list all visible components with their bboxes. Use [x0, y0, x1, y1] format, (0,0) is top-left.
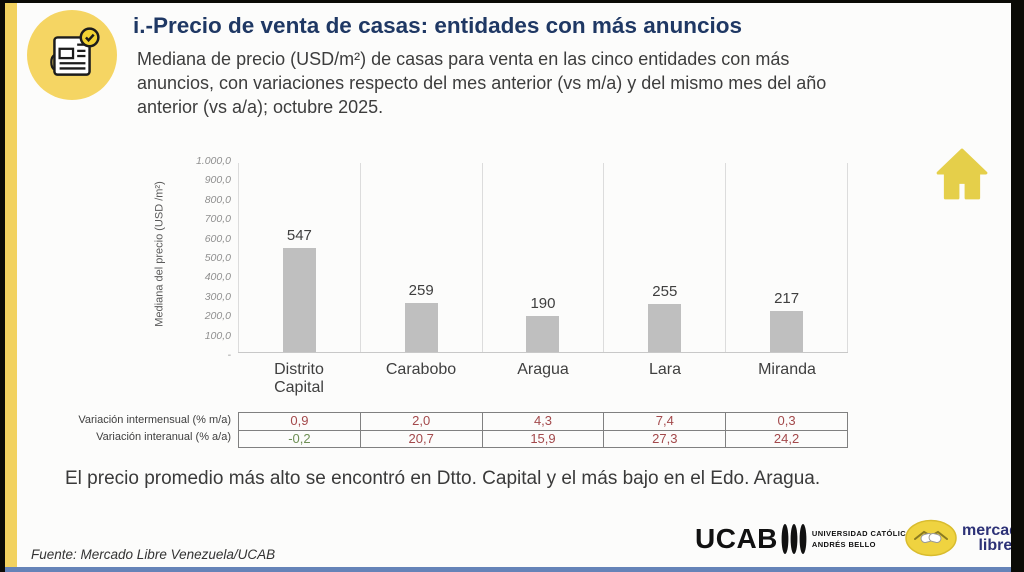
- y-axis-tick: 800,0: [204, 193, 231, 206]
- report-slide: i.-Precio de venta de casas: entidades c…: [5, 3, 1011, 572]
- summary-note: El precio promedio más alto se encontró …: [65, 468, 821, 489]
- y-axis-tick: 400,0: [204, 271, 231, 284]
- category-label-text: Aragua: [517, 361, 569, 378]
- y-axis-label: Mediana del precio (USD /m²): [153, 181, 166, 327]
- y-axis-tick: 700,0: [204, 213, 231, 226]
- category-label-text: Carabobo: [385, 361, 457, 378]
- table-cell: 4,3: [481, 413, 604, 430]
- category-label: Lara: [604, 361, 726, 398]
- ml-line1: mercado: [962, 521, 1011, 539]
- bar-plot: 547 259 190 255 217: [238, 163, 848, 353]
- bar-value-label: 255: [652, 283, 678, 300]
- variation-table: 0,9 2,0 4,3 7,4 0,3 -0,2 20,7 15,9 27,3 24,2: [238, 412, 848, 448]
- table-row-label: Variación intermensual (% m/a): [78, 414, 231, 426]
- y-axis-tick: 100,0: [204, 329, 231, 342]
- plot-column: 259: [359, 163, 482, 352]
- category-label: Miranda: [726, 361, 848, 398]
- y-axis-tick: 600,0: [204, 232, 231, 245]
- bar-value-label: 259: [408, 282, 434, 299]
- bottom-accent-bar: [5, 567, 1011, 572]
- y-axis-tick: -: [227, 348, 232, 361]
- y-axis-tick: 300,0: [204, 290, 231, 303]
- table-cell: 27,3: [603, 431, 725, 447]
- slide-subtitle: Mediana de precio (USD/m²) de casas para…: [137, 49, 827, 118]
- plot-column: 217: [725, 163, 848, 352]
- category-label: Aragua: [482, 361, 604, 398]
- table-cell: 2,0: [359, 413, 482, 430]
- home-icon: [936, 148, 988, 200]
- mercadolibre-wordmark: mercado libre: [962, 521, 1011, 554]
- mercadolibre-logo: mercado libre: [905, 519, 1011, 557]
- table-cell: 15,9: [481, 431, 604, 447]
- bar: [770, 311, 804, 352]
- table-cell: 24,2: [725, 431, 847, 447]
- bar-value-label: 547: [286, 227, 312, 244]
- table-cell: 20,7: [359, 431, 482, 447]
- document-checklist-icon: [50, 27, 100, 76]
- table-cell: -0,2: [288, 431, 311, 446]
- table-row: -0,2 20,7 15,9 27,3 24,2: [239, 430, 847, 447]
- variation-table-row-labels: Variación intermensual (% m/a) Variación …: [25, 412, 231, 446]
- ucab-line1: UNIVERSIDAD CATÓLICA: [811, 529, 912, 538]
- table-cell: 0,9: [290, 413, 309, 428]
- y-axis-tick: 200,0: [204, 310, 231, 323]
- source-text: Fuente: Mercado Libre Venezuela/UCAB: [31, 547, 276, 562]
- ucab-name-lines: UNIVERSIDAD CATÓLICA ANDRÉS BELLO: [812, 529, 912, 549]
- y-axis-tick: 900,0: [204, 174, 231, 187]
- y-axis-ticks: 1.000,0 900,0 800,0 700,0 600,0 500,0 400,0 300…: [165, 155, 231, 361]
- table-cell: 0,3: [725, 413, 847, 430]
- category-label: Distrito Capital: [238, 361, 360, 398]
- table-row-label: Variación interanual (% a/a): [96, 431, 231, 443]
- y-axis-tick: 1.000,0: [195, 155, 231, 167]
- left-accent-bar: [5, 3, 17, 572]
- x-axis-category-labels: Distrito Capital Carabobo Aragua Lara Mirand…: [238, 361, 848, 398]
- bar: [648, 304, 682, 352]
- category-label-text: Lara: [648, 361, 682, 378]
- handshake-icon: [905, 519, 957, 557]
- table-row: 0,9 2,0 4,3 7,4 0,3: [239, 413, 847, 430]
- plot-column: 255: [603, 163, 725, 352]
- bar: [526, 316, 560, 352]
- y-axis-tick: 500,0: [204, 251, 231, 264]
- ucab-line2: ANDRÉS BELLO: [811, 540, 876, 549]
- plot-column: 190: [481, 163, 604, 352]
- bar: [282, 248, 316, 352]
- ucab-towers-icon: [781, 524, 807, 554]
- report-icon: [27, 10, 117, 100]
- category-label-text: Distrito Capital: [274, 361, 324, 397]
- table-cell: 7,4: [603, 413, 725, 430]
- ml-line2: libre: [978, 537, 1011, 554]
- plot-column: 547: [238, 163, 360, 352]
- category-label-text: Miranda: [758, 361, 816, 378]
- bar-value-label: 190: [530, 295, 556, 312]
- ucab-wordmark: UCAB: [695, 523, 778, 554]
- bar-value-label: 217: [774, 290, 800, 307]
- page-title: i.-Precio de venta de casas: entidades c…: [133, 13, 742, 38]
- bar: [404, 303, 438, 352]
- ucab-logo: UCAB UNIVERSIDAD CATÓLICA ANDRÉS BELLO: [695, 523, 912, 555]
- category-label: Carabobo: [360, 361, 482, 398]
